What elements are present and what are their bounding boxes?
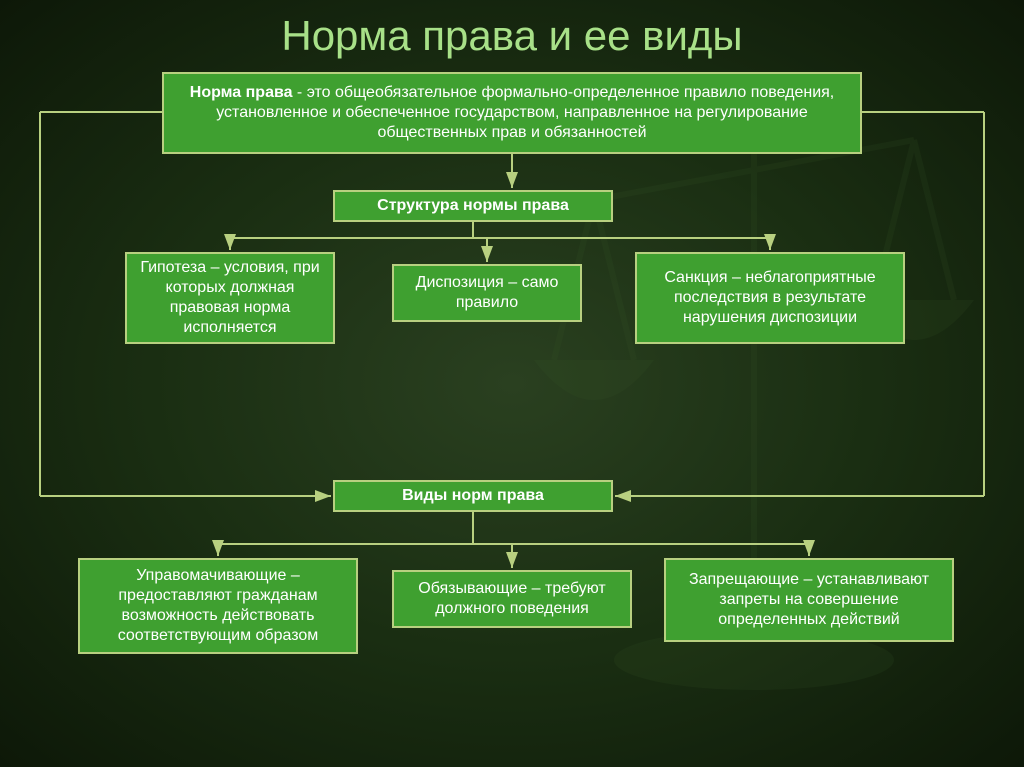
disposition-box: Диспозиция – само правило bbox=[392, 264, 582, 322]
hypothesis-box: Гипотеза – условия, при которых должная … bbox=[125, 252, 335, 344]
prohibiting-box: Запрещающие – устанавливают запреты на с… bbox=[664, 558, 954, 642]
types-header-box: Виды норм права bbox=[333, 480, 613, 512]
empowering-box: Управомачивающие – предоставляют граждан… bbox=[78, 558, 358, 654]
structure-header-box: Структура нормы права bbox=[333, 190, 613, 222]
sanction-box: Санкция – неблагоприятные последствия в … bbox=[635, 252, 905, 344]
obliging-box: Обязывающие – требуют должного поведения bbox=[392, 570, 632, 628]
page-title: Норма права и ее виды bbox=[0, 0, 1024, 70]
definition-box: Норма права - это общеобязательное форма… bbox=[162, 72, 862, 154]
definition-label: Норма права bbox=[190, 84, 293, 101]
definition-text: - это общеобязательное формально-определ… bbox=[216, 84, 834, 141]
